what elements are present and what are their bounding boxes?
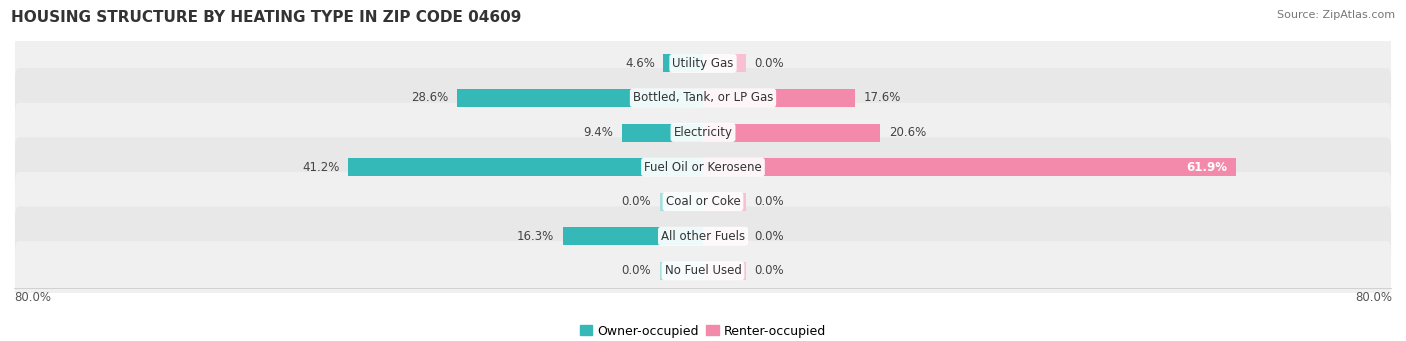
Text: 80.0%: 80.0% [14,291,51,304]
Bar [703,158,1236,176]
FancyBboxPatch shape [15,103,1391,162]
Legend: Owner-occupied, Renter-occupied: Owner-occupied, Renter-occupied [575,320,831,341]
Text: 4.6%: 4.6% [624,57,655,70]
Text: 20.6%: 20.6% [889,126,927,139]
Text: 0.0%: 0.0% [755,57,785,70]
FancyBboxPatch shape [15,241,1391,300]
Text: 16.3%: 16.3% [517,230,554,243]
Text: Fuel Oil or Kerosene: Fuel Oil or Kerosene [644,161,762,174]
FancyBboxPatch shape [15,172,1391,232]
Text: Electricity: Electricity [673,126,733,139]
Text: 0.0%: 0.0% [621,264,651,277]
Bar [621,123,703,142]
Bar [664,55,703,72]
Bar [703,193,747,211]
Text: 41.2%: 41.2% [302,161,340,174]
Text: 0.0%: 0.0% [755,264,785,277]
FancyBboxPatch shape [15,137,1391,197]
Text: 9.4%: 9.4% [583,126,613,139]
Text: 0.0%: 0.0% [621,195,651,208]
Bar [349,158,703,176]
Bar [703,123,880,142]
Text: 28.6%: 28.6% [411,91,449,104]
Text: 0.0%: 0.0% [755,195,785,208]
Text: Bottled, Tank, or LP Gas: Bottled, Tank, or LP Gas [633,91,773,104]
Bar [659,193,703,211]
Bar [562,227,703,245]
Bar [703,227,747,245]
FancyBboxPatch shape [15,207,1391,266]
Bar [703,89,855,107]
Text: Source: ZipAtlas.com: Source: ZipAtlas.com [1277,10,1395,20]
Bar [703,262,747,280]
Text: Utility Gas: Utility Gas [672,57,734,70]
FancyBboxPatch shape [15,68,1391,128]
Text: Coal or Coke: Coal or Coke [665,195,741,208]
Bar [703,55,747,72]
Bar [659,262,703,280]
Bar [457,89,703,107]
Text: 17.6%: 17.6% [863,91,901,104]
Text: All other Fuels: All other Fuels [661,230,745,243]
Text: 61.9%: 61.9% [1187,161,1227,174]
Text: 0.0%: 0.0% [755,230,785,243]
Text: 80.0%: 80.0% [1355,291,1392,304]
Text: HOUSING STRUCTURE BY HEATING TYPE IN ZIP CODE 04609: HOUSING STRUCTURE BY HEATING TYPE IN ZIP… [11,10,522,25]
FancyBboxPatch shape [15,34,1391,93]
Text: No Fuel Used: No Fuel Used [665,264,741,277]
